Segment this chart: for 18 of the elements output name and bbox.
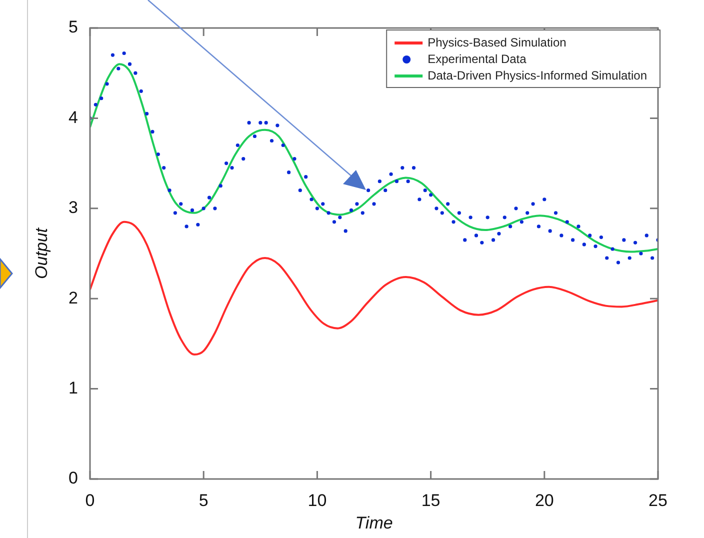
y-tick-label: 3 [68, 198, 78, 218]
y-tick-label: 5 [68, 18, 78, 37]
y-axis-title: Output [32, 226, 51, 280]
x-tick-label: 10 [308, 490, 327, 510]
y-tick-label: 4 [68, 108, 78, 127]
x-tick-label: 20 [534, 490, 554, 510]
x-tick-label: 5 [198, 490, 208, 510]
legend-label: Data-Driven Physics-Informed Simulation [428, 68, 648, 82]
y-tick-label: 1 [68, 378, 78, 398]
legend-label: Physics-Based Simulation [428, 35, 566, 50]
x-tick-label: 25 [648, 490, 668, 510]
y-tick-label: 0 [68, 468, 78, 488]
y-tick-label: 2 [68, 288, 78, 308]
legend-label: Experimental Data [428, 52, 527, 66]
line-series [90, 220, 658, 356]
x-tick-label: 0 [85, 490, 95, 510]
x-tick-label: 15 [421, 490, 440, 510]
x-axis-title: Time [355, 514, 393, 533]
